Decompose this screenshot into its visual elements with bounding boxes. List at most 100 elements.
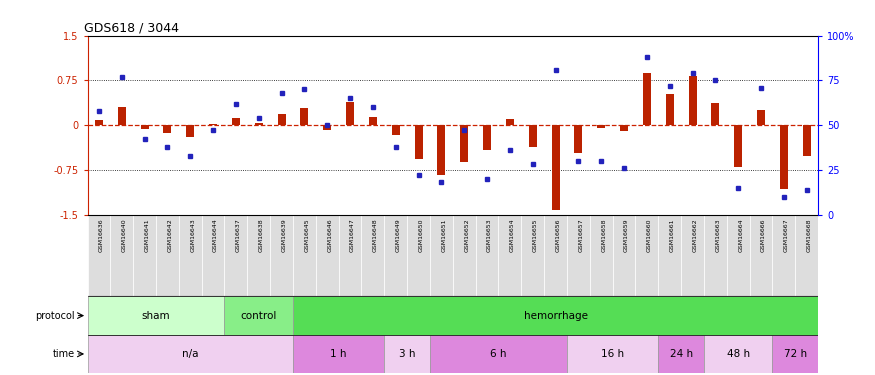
Text: GSM16662: GSM16662 [692,219,697,252]
Text: GSM16636: GSM16636 [99,219,104,252]
Bar [384,335,430,373]
Text: GSM16644: GSM16644 [214,219,218,252]
Bar [225,214,248,296]
Text: 48 h: 48 h [726,349,750,359]
Text: 3 h: 3 h [399,349,416,359]
Bar [407,214,430,296]
Bar [727,214,750,296]
Bar [734,125,742,167]
Bar [476,214,499,296]
Text: sham: sham [142,310,171,321]
Text: GSM16642: GSM16642 [167,219,172,252]
Bar [551,125,559,210]
Bar [590,214,612,296]
Bar [293,335,384,373]
Bar [711,103,719,125]
Bar [316,214,339,296]
Bar [567,214,590,296]
Text: time: time [52,349,75,359]
Bar [141,125,149,129]
Text: GSM16658: GSM16658 [601,219,606,252]
Bar [522,214,544,296]
Bar [232,118,240,125]
Text: GSM16667: GSM16667 [784,219,789,252]
Bar [300,108,308,125]
Text: GSM16649: GSM16649 [396,219,401,252]
Bar [270,214,293,296]
Text: GSM16663: GSM16663 [716,219,720,252]
Bar [643,73,651,125]
Bar [544,214,567,296]
Bar [361,214,384,296]
Bar [704,335,773,373]
Text: GSM16643: GSM16643 [190,219,195,252]
Text: GSM16668: GSM16668 [807,219,812,252]
Bar [574,125,583,153]
Bar [186,125,194,137]
Text: GSM16647: GSM16647 [350,219,355,252]
Bar [430,214,453,296]
Bar [94,120,103,125]
Bar [88,335,293,373]
Text: 72 h: 72 h [784,349,807,359]
Bar [88,296,225,335]
Bar [681,214,704,296]
Bar [293,296,818,335]
Bar [453,214,476,296]
Text: GSM16640: GSM16640 [122,219,127,252]
Bar [635,214,658,296]
Bar [773,335,818,373]
Text: hemorrhage: hemorrhage [523,310,587,321]
Bar [567,335,658,373]
Bar [795,214,818,296]
Bar [666,94,674,125]
Bar [293,214,316,296]
Bar [156,214,178,296]
Bar [133,214,156,296]
Text: GSM16646: GSM16646 [327,219,332,252]
Text: GSM16661: GSM16661 [669,219,675,252]
Bar [689,76,696,125]
Text: GSM16657: GSM16657 [578,219,584,252]
Text: GSM16648: GSM16648 [373,219,378,252]
Bar [506,119,514,125]
Text: GSM16664: GSM16664 [738,219,743,252]
Bar [323,125,332,130]
Text: control: control [241,310,276,321]
Text: GSM16656: GSM16656 [556,219,561,252]
Text: 6 h: 6 h [490,349,507,359]
Bar [528,125,536,147]
Bar [612,214,635,296]
Bar [757,110,765,125]
Bar [346,102,354,125]
Text: GSM16650: GSM16650 [418,219,424,252]
Bar [339,214,361,296]
Text: n/a: n/a [182,349,199,359]
Bar [369,117,377,125]
Bar [750,214,773,296]
Bar [598,125,605,128]
Bar [658,214,681,296]
Text: 24 h: 24 h [669,349,693,359]
Text: 16 h: 16 h [601,349,624,359]
Text: GSM16655: GSM16655 [533,219,538,252]
Bar [88,214,110,296]
Bar [164,125,172,133]
Bar [201,214,225,296]
Bar [802,125,811,156]
Bar [209,124,217,125]
Bar [460,125,468,162]
Bar [415,125,423,159]
Text: GSM16660: GSM16660 [647,219,652,252]
Text: GSM16659: GSM16659 [624,219,629,252]
Bar [430,335,567,373]
Bar [248,214,270,296]
Bar [255,123,262,125]
Bar [438,125,445,175]
Bar [620,125,628,131]
Text: GSM16639: GSM16639 [282,219,287,252]
Bar [225,296,293,335]
Text: GSM16666: GSM16666 [761,219,766,252]
Text: 1 h: 1 h [331,349,346,359]
Text: GSM16653: GSM16653 [487,219,492,252]
